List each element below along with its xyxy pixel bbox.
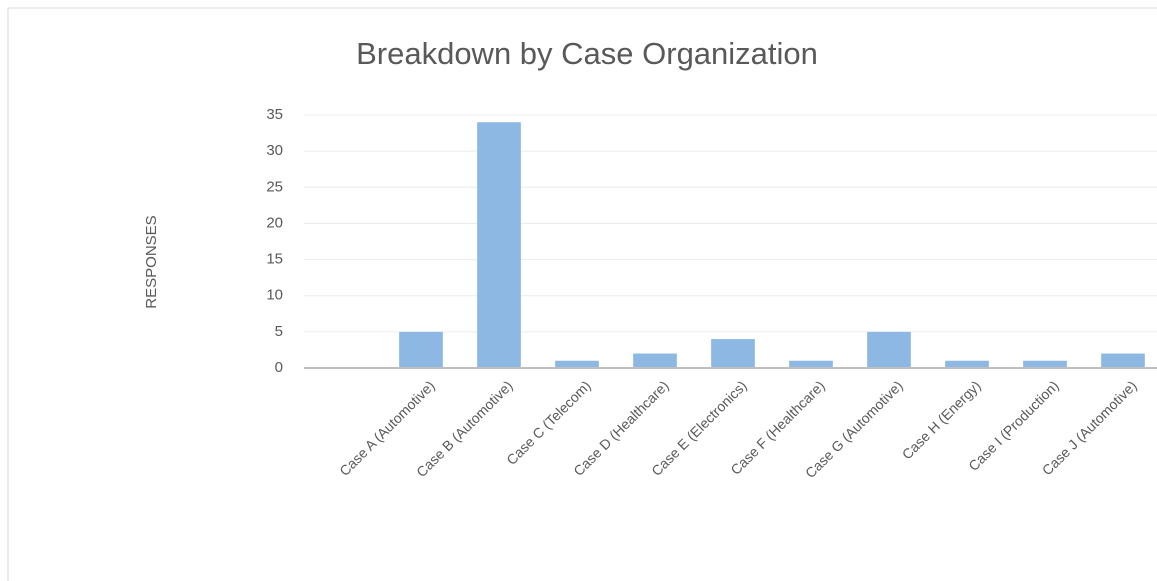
- bar: [867, 331, 911, 368]
- y-tick-label: 25: [266, 178, 283, 195]
- y-tick-label: 10: [266, 287, 283, 304]
- bar: [477, 122, 521, 368]
- bar: [1023, 360, 1067, 368]
- chart-border: [7, 7, 1157, 581]
- bar: [399, 331, 443, 368]
- bar: [555, 360, 599, 368]
- chart-title: Breakdown by Case Organization: [356, 36, 818, 71]
- x-tick-label: Case C (Telecom): [503, 377, 594, 468]
- bar: [789, 360, 833, 368]
- y-tick-label: 30: [266, 142, 283, 159]
- bar: [945, 360, 989, 368]
- y-tick-label: 20: [266, 214, 283, 231]
- bar: [711, 339, 755, 368]
- x-tick-label: Case H (Energy): [899, 377, 984, 462]
- bar: [633, 353, 677, 368]
- y-tick-label: 15: [266, 251, 283, 268]
- y-tick-label: 35: [266, 106, 283, 123]
- y-tick-label: 5: [275, 323, 283, 340]
- y-tick-label: 0: [275, 359, 283, 376]
- bar: [1101, 353, 1145, 368]
- y-axis-label: RESPONSES: [143, 215, 160, 308]
